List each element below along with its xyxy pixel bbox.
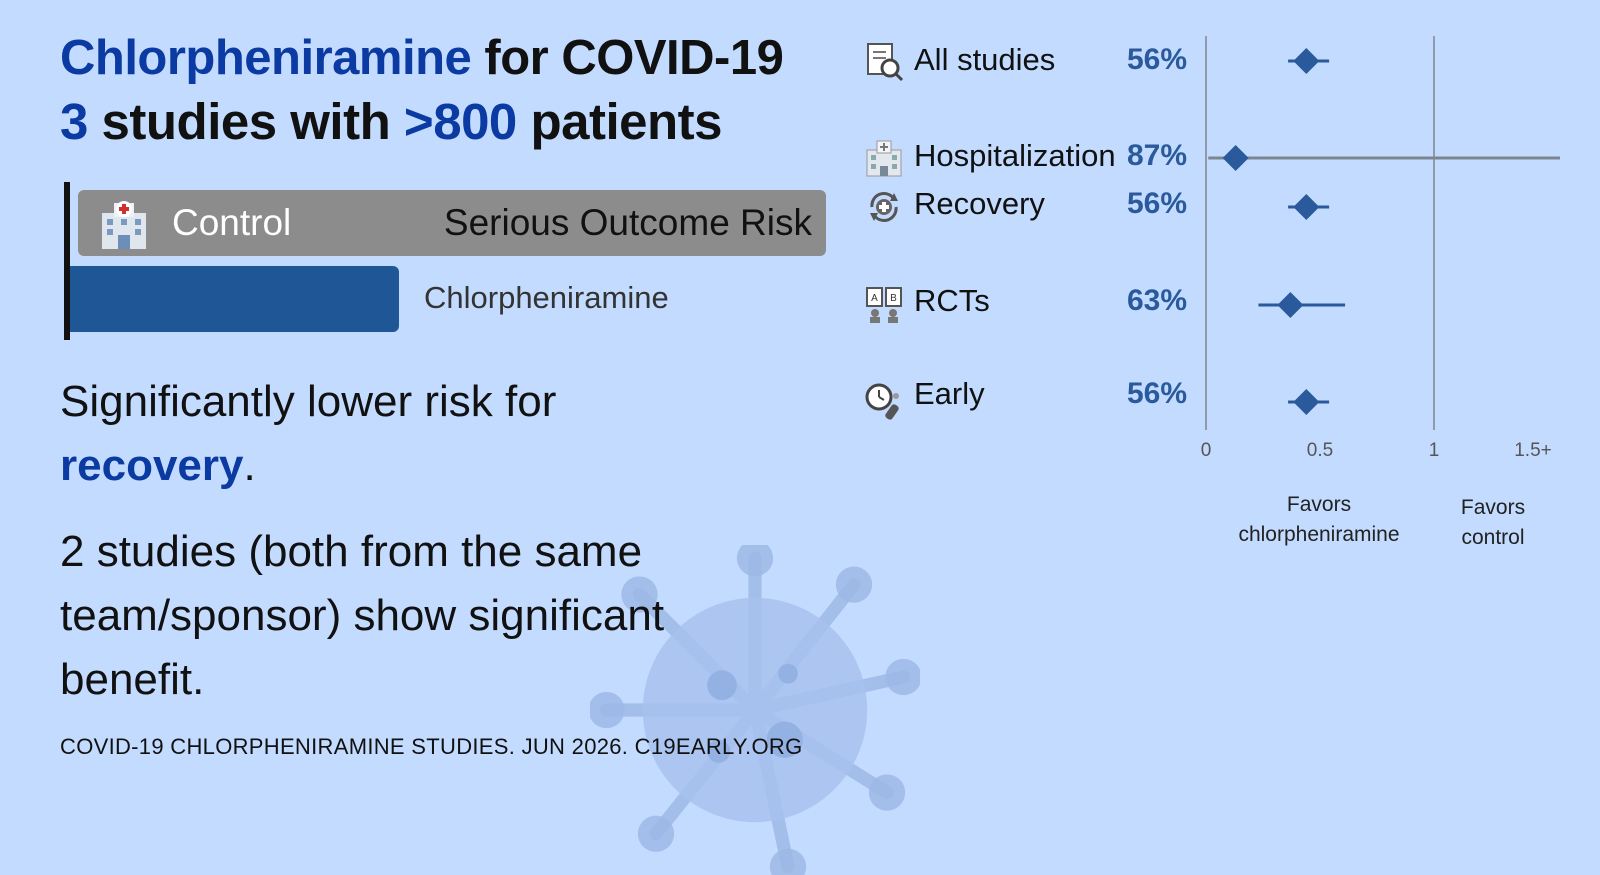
favors-control-label: control — [1461, 526, 1524, 549]
key-finding: Significantly lower risk for recovery. — [60, 370, 780, 498]
forest-plot: 0 0.5 1 1.5+ Favors chlorpheniramine Favors con… — [1201, 36, 1560, 549]
x-tick-label: 0.5 — [1307, 440, 1333, 461]
row-percent: 56% — [1127, 377, 1188, 410]
study-detail: 2 studies (both from the same team/spons… — [60, 527, 665, 704]
footer-source: COVID-19 CHLORPHENIRAMINE STUDIES. JUN 2… — [60, 734, 803, 759]
title-suffix: for COVID-19 — [471, 31, 784, 85]
drug-name: Chlorpheniramine — [60, 31, 472, 85]
study-summary: 3 studies with >800 patients — [60, 92, 723, 151]
control-bar: Control Serious Outcome Risk — [78, 190, 826, 256]
row-percent: 56% — [1127, 187, 1188, 220]
study-count: 3 — [60, 93, 88, 150]
effect-marker — [1293, 48, 1320, 74]
effect-marker — [1293, 389, 1320, 415]
favors-control-label: Favors — [1461, 496, 1525, 519]
risk-comparison: Control Serious Outcome Risk Chlorphenir… — [64, 182, 826, 340]
serious-outcome-risk-label: Serious Outcome Risk — [443, 202, 812, 243]
finding-outcome: recovery — [60, 441, 244, 490]
effect-marker — [1293, 194, 1320, 220]
row-label: Early — [914, 376, 985, 411]
studies-with-text: studies with — [87, 93, 404, 150]
hospital-icon — [864, 138, 904, 178]
control-label: Control — [172, 202, 292, 243]
risk-axis — [64, 182, 70, 340]
svg-text:A: A — [871, 293, 878, 304]
row-percent: 63% — [1127, 284, 1188, 317]
early-clock-icon — [864, 382, 904, 422]
treatment-label: Chlorpheniramine — [424, 280, 669, 315]
x-tick-label: 1 — [1429, 440, 1440, 461]
favors-treatment-label: chlorpheniramine — [1238, 523, 1399, 546]
row-percent: 56% — [1127, 43, 1188, 76]
row-label: All studies — [914, 42, 1056, 77]
virus-icon — [590, 545, 920, 875]
x-tick-label: 0 — [1201, 440, 1212, 461]
page-title: Chlorpheniramine for COVID-19 — [60, 30, 784, 86]
recovery-icon — [864, 187, 904, 227]
row-label: RCTs — [914, 283, 990, 318]
favors-treatment-label: Favors — [1287, 493, 1351, 516]
effect-marker — [1222, 145, 1249, 171]
row-label: Recovery — [914, 186, 1045, 221]
treatment-bar — [70, 266, 399, 332]
row-label: Hospitalization — [914, 138, 1116, 173]
hospital-icon — [102, 201, 146, 249]
finding-suffix: . — [243, 441, 256, 490]
effect-marker — [1277, 292, 1304, 318]
svg-text:B: B — [890, 293, 897, 304]
document-search-icon — [864, 42, 904, 82]
finding-prefix: Significantly lower risk for — [60, 377, 557, 426]
x-tick-label: 1.5+ — [1514, 440, 1552, 461]
patients-text: patients — [516, 93, 722, 150]
patient-count: >800 — [403, 93, 517, 150]
row-percent: 87% — [1127, 139, 1188, 172]
